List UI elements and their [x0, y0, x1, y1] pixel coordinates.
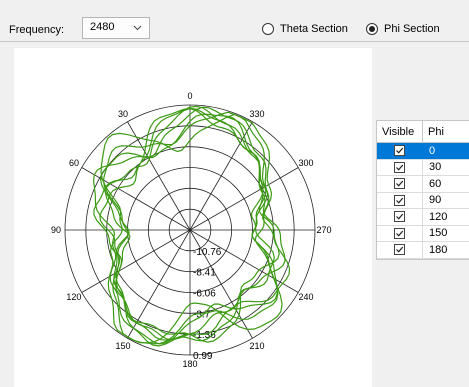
- table-row[interactable]: 0: [377, 143, 469, 160]
- angle-label: 270: [316, 225, 331, 235]
- check-icon: [396, 180, 404, 187]
- visible-cell: [377, 192, 423, 208]
- table-row[interactable]: 150: [377, 225, 469, 242]
- ring-value-label: -3.7: [193, 309, 211, 320]
- check-icon: [396, 246, 404, 253]
- table-row[interactable]: 60: [377, 176, 469, 193]
- pattern-trace: [93, 105, 286, 342]
- phi-value-cell: 90: [429, 194, 442, 207]
- check-icon: [396, 164, 404, 171]
- polar-spoke: [189, 229, 299, 293]
- visible-cell: [377, 176, 423, 192]
- phi-section-radio[interactable]: Phi Section: [366, 23, 440, 35]
- phi-value-cell: 0: [429, 144, 436, 157]
- frequency-value: 2480: [90, 21, 115, 33]
- plot-background: [14, 48, 372, 387]
- ring-value-label: 0.99: [193, 351, 213, 362]
- visible-cell: [377, 225, 423, 241]
- visible-cell: [377, 209, 423, 225]
- table-row[interactable]: 90: [377, 192, 469, 209]
- phi-value-cell: 120: [429, 210, 448, 223]
- table-row[interactable]: 180: [377, 242, 469, 259]
- angle-label: 210: [249, 341, 264, 351]
- pattern-trace: [92, 106, 291, 347]
- column-header-phi[interactable]: Phi: [428, 126, 444, 138]
- phi-value-cell: 180: [429, 243, 448, 256]
- theta-section-label: Theta Section: [280, 23, 348, 35]
- check-icon: [396, 197, 404, 204]
- visible-checkbox[interactable]: [394, 145, 405, 157]
- plot-panel: 0 30 60 90 120 150 180 210 240 270 300 330 -10.76 -8.…: [0, 41, 469, 387]
- phi-value-cell: 60: [429, 177, 442, 190]
- check-icon: [396, 230, 404, 237]
- angle-label: 150: [115, 341, 130, 351]
- angle-label: 30: [118, 109, 128, 119]
- angle-label: 120: [66, 292, 81, 302]
- pattern-trace: [102, 111, 279, 345]
- polar-spoke: [81, 229, 191, 293]
- ring-value-label: -6.06: [193, 289, 216, 300]
- table-header: Visible Phi: [377, 121, 469, 143]
- polar-plot[interactable]: 0306090120150180210240270300330-10.76-8.…: [0, 42, 469, 387]
- phi-section-label: Phi Section: [384, 23, 440, 35]
- ring-value-label: -1.36: [193, 330, 216, 341]
- phi-value-cell: 30: [429, 161, 442, 174]
- theta-section-radio[interactable]: Theta Section: [262, 23, 348, 35]
- visible-checkbox[interactable]: [394, 194, 405, 206]
- table-row[interactable]: 120: [377, 209, 469, 226]
- pattern-trace: [100, 113, 283, 344]
- visible-cell: [377, 242, 423, 258]
- frequency-label: Frequency:: [9, 24, 65, 36]
- phi-value-cell: 150: [429, 227, 448, 240]
- visible-checkbox[interactable]: [394, 244, 405, 256]
- polar-spoke: [189, 229, 253, 339]
- frequency-select[interactable]: 2480: [82, 17, 150, 39]
- polar-spoke: [81, 167, 191, 231]
- polar-spoke: [189, 167, 299, 231]
- ring-value-label: -8.41: [193, 268, 216, 279]
- check-icon: [396, 147, 404, 154]
- polar-spoke: [127, 121, 191, 231]
- chevron-down-icon: [133, 25, 142, 31]
- angle-label: 180: [182, 359, 197, 369]
- radio-indicator: [262, 23, 274, 35]
- radio-indicator-selected: [366, 23, 378, 35]
- angle-label: 60: [69, 158, 79, 168]
- ring-value-label: -10.76: [193, 247, 222, 258]
- angle-label: 90: [51, 225, 61, 235]
- phi-visibility-table: Visible Phi 0 30 60 90 120 150 180: [376, 120, 469, 260]
- visible-checkbox[interactable]: [394, 227, 405, 239]
- visible-checkbox[interactable]: [394, 178, 405, 190]
- polar-spoke: [127, 229, 191, 339]
- visible-checkbox[interactable]: [394, 211, 405, 223]
- angle-label: 240: [299, 292, 314, 302]
- visible-cell: [377, 143, 423, 159]
- polar-spoke: [189, 121, 253, 231]
- table-row[interactable]: 30: [377, 159, 469, 176]
- angle-label: 0: [187, 91, 192, 101]
- angle-label: 330: [249, 109, 264, 119]
- visible-cell: [377, 159, 423, 175]
- visible-checkbox[interactable]: [394, 161, 405, 173]
- check-icon: [396, 213, 404, 220]
- column-header-visible[interactable]: Visible: [377, 121, 423, 142]
- angle-label: 300: [299, 158, 314, 168]
- toolbar: Frequency: 2480 Theta Section Phi Sectio…: [0, 0, 469, 40]
